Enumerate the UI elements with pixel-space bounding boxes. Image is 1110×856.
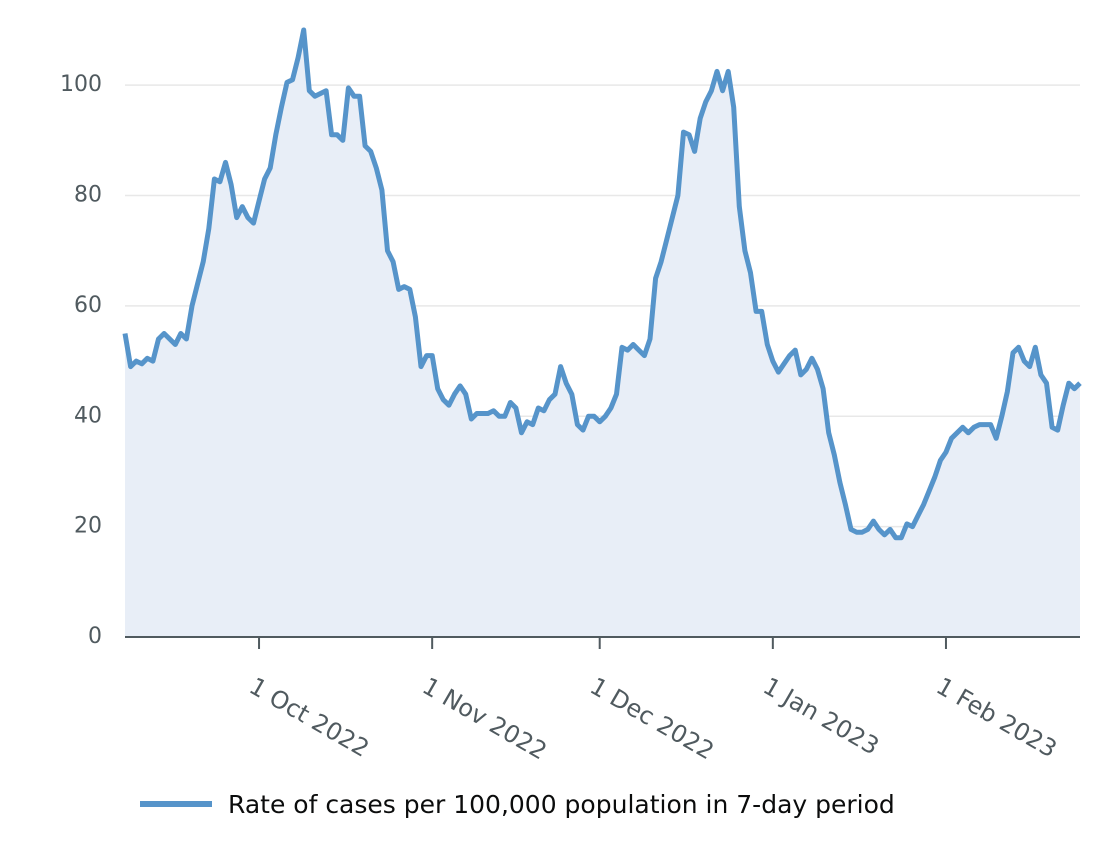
x-tick-label: 1 Nov 2022 — [418, 672, 552, 765]
y-tick-label: 60 — [74, 293, 102, 318]
y-tick-label: 100 — [60, 72, 102, 97]
y-tick-label: 0 — [88, 624, 102, 649]
x-tick-label: 1 Feb 2023 — [931, 672, 1061, 763]
x-tick-label: 1 Jan 2023 — [758, 672, 883, 761]
y-tick-label: 20 — [74, 514, 102, 539]
area — [125, 30, 1080, 637]
x-tick-label: 1 Dec 2022 — [585, 672, 719, 765]
y-tick-label: 80 — [74, 183, 102, 208]
line — [122, 27, 1082, 541]
y-tick-label: 40 — [74, 403, 102, 428]
legend-label: Rate of cases per 100,000 population in … — [228, 790, 895, 819]
x-tick-label: 1 Oct 2022 — [245, 672, 374, 763]
